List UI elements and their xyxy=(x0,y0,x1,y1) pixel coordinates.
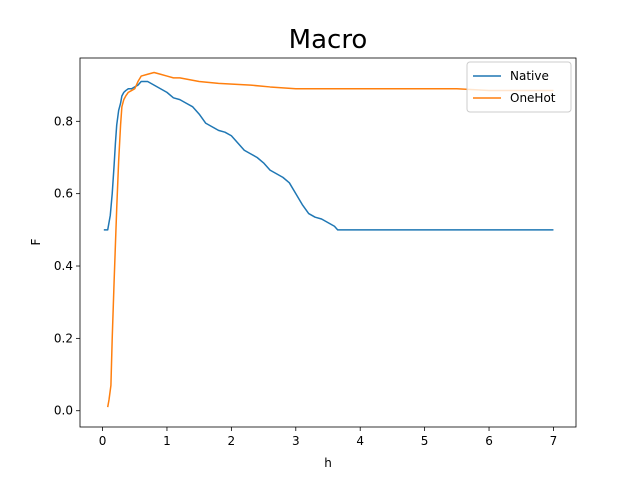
y-tick-label: 0.4 xyxy=(54,259,73,273)
x-tick-label: 4 xyxy=(356,434,364,448)
legend: Native OneHot xyxy=(466,61,572,113)
axes-frame xyxy=(79,57,577,428)
y-tick-label: 0.6 xyxy=(54,187,73,201)
legend-label-native: Native xyxy=(510,69,549,83)
x-tick-label: 7 xyxy=(550,434,558,448)
x-tick-label: 6 xyxy=(485,434,493,448)
y-tick-label: 0.8 xyxy=(54,114,73,128)
x-axis-label: h xyxy=(324,456,332,470)
series-line-native xyxy=(103,80,554,231)
series-line-onehot xyxy=(106,71,554,408)
y-tick-label: 0.0 xyxy=(54,404,73,418)
legend-label-onehot: OneHot xyxy=(510,91,556,105)
x-tick-label: 1 xyxy=(163,434,171,448)
chart-title: Macro xyxy=(289,25,368,55)
x-tick-label: 2 xyxy=(228,434,236,448)
x-tick-label: 0 xyxy=(99,434,107,448)
x-tick-label: 3 xyxy=(292,434,300,448)
legend-box xyxy=(466,61,572,113)
x-axis-ticks: 0 1 2 3 4 5 6 7 xyxy=(99,427,558,448)
plot-area xyxy=(79,57,577,428)
y-axis-label: F xyxy=(29,238,43,245)
x-tick-label: 5 xyxy=(421,434,429,448)
y-tick-label: 0.2 xyxy=(54,331,73,345)
y-axis-ticks: 0.0 0.2 0.4 0.6 0.8 xyxy=(54,114,80,418)
